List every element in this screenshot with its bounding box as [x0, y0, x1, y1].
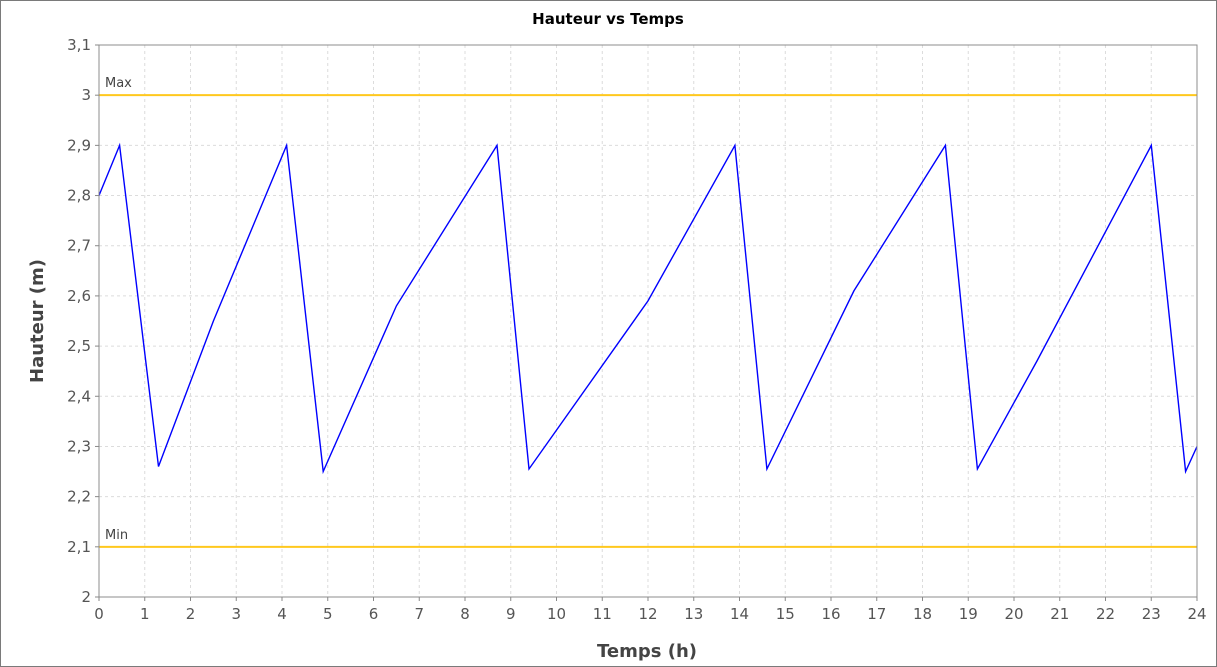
- x-axis-ticks: 0 1 2 3 4 5 6 7 8 9 10 11 12 13 14 15 16 17 18 19 20 21 22 23 24: [94, 597, 1207, 623]
- y-tick-label: 3,1: [67, 36, 91, 54]
- y-tick-label: 2: [81, 588, 91, 606]
- y-tick-label: 2,3: [67, 437, 91, 455]
- marker-label-max: Max: [105, 76, 132, 91]
- x-tick-label: 0: [94, 605, 104, 623]
- x-tick-label: 1: [140, 605, 150, 623]
- y-tick-label: 3: [81, 86, 91, 104]
- x-tick-label: 13: [684, 605, 703, 623]
- y-tick-label: 2,9: [67, 136, 91, 154]
- x-tick-label: 22: [1096, 605, 1115, 623]
- x-tick-label: 2: [186, 605, 196, 623]
- x-tick-label: 6: [369, 605, 379, 623]
- y-tick-label: 2,6: [67, 287, 91, 305]
- x-tick-label: 15: [776, 605, 795, 623]
- x-tick-label: 9: [506, 605, 516, 623]
- x-tick-label: 7: [414, 605, 424, 623]
- x-tick-label: 8: [460, 605, 470, 623]
- y-axis-ticks: 2 2,1 2,2 2,3 2,4 2,5 2,6 2,7 2,8 2,9 3 3,1: [67, 36, 99, 606]
- x-tick-label: 18: [913, 605, 932, 623]
- x-tick-label: 12: [638, 605, 657, 623]
- marker-label-min: Min: [105, 528, 128, 543]
- series-line-0: [98, 142, 1198, 475]
- series-layer: [98, 142, 1198, 475]
- y-axis-label: Hauteur (m): [27, 259, 48, 383]
- x-tick-label: 4: [277, 605, 287, 623]
- x-tick-label: 17: [867, 605, 886, 623]
- y-tick-label: 2,2: [67, 488, 91, 506]
- x-tick-label: 19: [959, 605, 978, 623]
- x-tick-label: 16: [821, 605, 840, 623]
- x-axis-label: Temps (h): [597, 641, 697, 662]
- grid: [99, 45, 1197, 597]
- x-tick-label: 5: [323, 605, 333, 623]
- range-markers: Max Min: [99, 76, 1197, 548]
- y-tick-label: 2,5: [67, 337, 91, 355]
- x-tick-label: 10: [547, 605, 566, 623]
- x-tick-label: 14: [730, 605, 749, 623]
- x-tick-label: 21: [1050, 605, 1069, 623]
- x-tick-label: 20: [1004, 605, 1023, 623]
- y-tick-label: 2,8: [67, 187, 91, 205]
- chart-title: Hauteur vs Temps: [532, 10, 684, 28]
- x-tick-label: 3: [231, 605, 241, 623]
- x-tick-label: 24: [1187, 605, 1206, 623]
- x-tick-label: 23: [1142, 605, 1161, 623]
- y-tick-label: 2,1: [67, 538, 91, 556]
- x-tick-label: 11: [593, 605, 612, 623]
- y-tick-label: 2,4: [67, 387, 91, 405]
- y-tick-label: 2,7: [67, 237, 91, 255]
